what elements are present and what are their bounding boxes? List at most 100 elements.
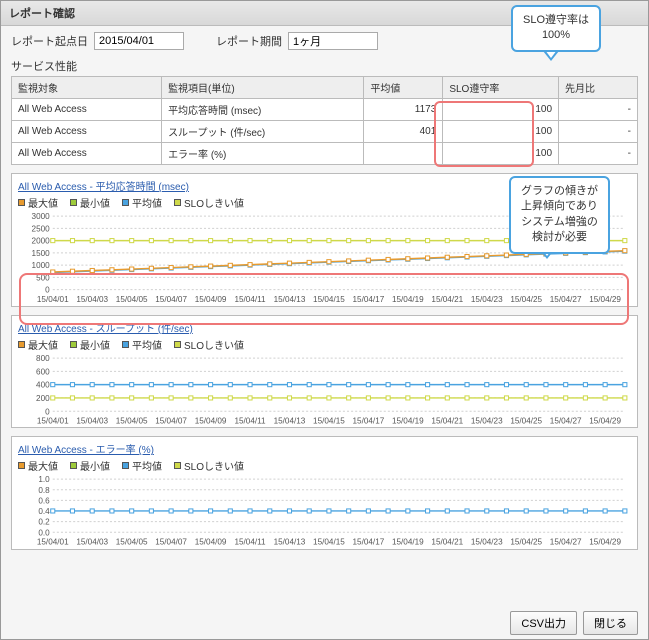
legend-swatch (70, 341, 77, 348)
svg-text:15/04/01: 15/04/01 (37, 295, 69, 304)
legend-label: SLOしきい値 (184, 195, 244, 210)
svg-text:15/04/15: 15/04/15 (313, 416, 345, 425)
chart-panel-1: All Web Access - スループット (件/sec) 最大値最小値 平均値… (11, 315, 638, 429)
svg-text:15/04/25: 15/04/25 (510, 538, 542, 547)
svg-text:0.8: 0.8 (38, 486, 50, 495)
svg-text:15/04/13: 15/04/13 (274, 538, 306, 547)
legend-swatch (122, 341, 129, 348)
legend-label: SLOしきい値 (184, 458, 244, 473)
svg-text:15/04/07: 15/04/07 (155, 416, 187, 425)
legend-item-min: 最小値 (70, 458, 110, 473)
svg-text:15/04/13: 15/04/13 (274, 416, 306, 425)
svg-text:15/04/27: 15/04/27 (550, 416, 582, 425)
legend-swatch (174, 341, 181, 348)
close-button[interactable]: 閉じる (583, 611, 638, 635)
svg-text:15/04/01: 15/04/01 (37, 538, 69, 547)
svg-text:15/04/17: 15/04/17 (353, 416, 385, 425)
legend-item-avg: 平均値 (122, 337, 162, 352)
report-window: レポート確認 レポート起点日 レポート期間 サービス性能 監視対象監視項目(単位… (0, 0, 649, 640)
table-header: SLO遵守率 (443, 77, 559, 99)
legend-item-max: 最大値 (18, 458, 58, 473)
legend-swatch (122, 199, 129, 206)
svg-text:15/04/05: 15/04/05 (116, 416, 148, 425)
legend-item-avg: 平均値 (122, 458, 162, 473)
table-header: 平均値 (364, 77, 443, 99)
svg-text:0.0: 0.0 (38, 529, 50, 538)
svg-text:15/04/23: 15/04/23 (471, 416, 503, 425)
legend-swatch (122, 462, 129, 469)
svg-text:200: 200 (36, 394, 50, 403)
legend-item-avg: 平均値 (122, 195, 162, 210)
svg-text:15/04/17: 15/04/17 (353, 295, 385, 304)
svg-text:15/04/23: 15/04/23 (471, 538, 503, 547)
legend-swatch (70, 462, 77, 469)
svg-text:15/04/21: 15/04/21 (431, 538, 463, 547)
legend-label: SLOしきい値 (184, 337, 244, 352)
svg-text:15/04/27: 15/04/27 (550, 538, 582, 547)
service-perf-table: 監視対象監視項目(単位)平均値SLO遵守率先月比 All Web Access平… (11, 76, 638, 165)
chart-svg: 020040060080015/04/0115/04/0315/04/0515/… (18, 354, 631, 426)
legend-item-slo: SLOしきい値 (174, 337, 244, 352)
svg-text:400: 400 (36, 381, 50, 390)
legend-label: 平均値 (132, 195, 162, 210)
legend-item-max: 最大値 (18, 195, 58, 210)
table-row: All Web Access平均応答時間 (msec)1173100- (12, 99, 638, 121)
svg-text:15/04/17: 15/04/17 (353, 538, 385, 547)
footer-buttons: CSV出力 閉じる (510, 611, 638, 635)
callout-slo-tail (543, 51, 559, 61)
svg-text:15/04/23: 15/04/23 (471, 295, 503, 304)
content-area: レポート起点日 レポート期間 サービス性能 監視対象監視項目(単位)平均値SLO… (1, 26, 648, 556)
period-input[interactable] (288, 32, 378, 50)
svg-text:15/04/11: 15/04/11 (234, 416, 266, 425)
svg-text:15/04/07: 15/04/07 (155, 538, 187, 547)
period-label: レポート期間 (216, 33, 282, 49)
chart-panel-2: All Web Access - エラー率 (%) 最大値最小値 平均値 SLOしきい… (11, 436, 638, 550)
svg-text:2000: 2000 (32, 237, 51, 246)
chart-svg: 0.00.20.40.60.81.015/04/0115/04/0315/04/… (18, 475, 631, 547)
svg-text:15/04/13: 15/04/13 (274, 295, 306, 304)
svg-text:1000: 1000 (32, 261, 51, 270)
table-row: All Web Accessエラー率 (%)100- (12, 143, 638, 165)
svg-text:15/04/05: 15/04/05 (116, 295, 148, 304)
legend-label: 平均値 (132, 458, 162, 473)
svg-text:0: 0 (45, 407, 50, 416)
table-header: 監視項目(単位) (162, 77, 364, 99)
start-date-label: レポート起点日 (11, 33, 88, 49)
svg-text:15/04/21: 15/04/21 (431, 295, 463, 304)
svg-text:15/04/07: 15/04/07 (155, 295, 187, 304)
chart-title: All Web Access - スループット (件/sec) (18, 320, 631, 335)
start-date-input[interactable] (94, 32, 184, 50)
legend-item-max: 最大値 (18, 337, 58, 352)
legend-label: 最大値 (28, 195, 58, 210)
svg-text:15/04/19: 15/04/19 (392, 538, 424, 547)
chart-title: All Web Access - エラー率 (%) (18, 441, 631, 456)
svg-text:15/04/29: 15/04/29 (589, 538, 621, 547)
svg-text:15/04/29: 15/04/29 (589, 416, 621, 425)
svg-text:15/04/27: 15/04/27 (550, 295, 582, 304)
svg-text:15/04/11: 15/04/11 (234, 538, 266, 547)
legend-item-min: 最小値 (70, 195, 110, 210)
csv-button[interactable]: CSV出力 (510, 611, 577, 635)
legend-swatch (174, 462, 181, 469)
svg-text:15/04/15: 15/04/15 (313, 538, 345, 547)
svg-text:15/04/19: 15/04/19 (392, 295, 424, 304)
chart-legend: 最大値最小値 平均値 SLOしきい値 (18, 337, 631, 352)
legend-label: 最大値 (28, 337, 58, 352)
svg-text:15/04/01: 15/04/01 (37, 416, 69, 425)
legend-item-slo: SLOしきい値 (174, 195, 244, 210)
svg-text:15/04/03: 15/04/03 (76, 416, 108, 425)
legend-label: 平均値 (132, 337, 162, 352)
svg-text:15/04/21: 15/04/21 (431, 416, 463, 425)
legend-item-slo: SLOしきい値 (174, 458, 244, 473)
svg-text:0: 0 (45, 286, 50, 295)
chart-legend: 最大値最小値 平均値 SLOしきい値 (18, 458, 631, 473)
legend-swatch (18, 199, 25, 206)
svg-text:15/04/09: 15/04/09 (195, 295, 227, 304)
svg-text:15/04/11: 15/04/11 (234, 295, 266, 304)
svg-text:0.4: 0.4 (38, 507, 50, 516)
svg-text:3000: 3000 (32, 212, 51, 221)
svg-text:15/04/25: 15/04/25 (510, 295, 542, 304)
svg-text:600: 600 (36, 367, 50, 376)
svg-text:15/04/29: 15/04/29 (589, 295, 621, 304)
legend-item-min: 最小値 (70, 337, 110, 352)
